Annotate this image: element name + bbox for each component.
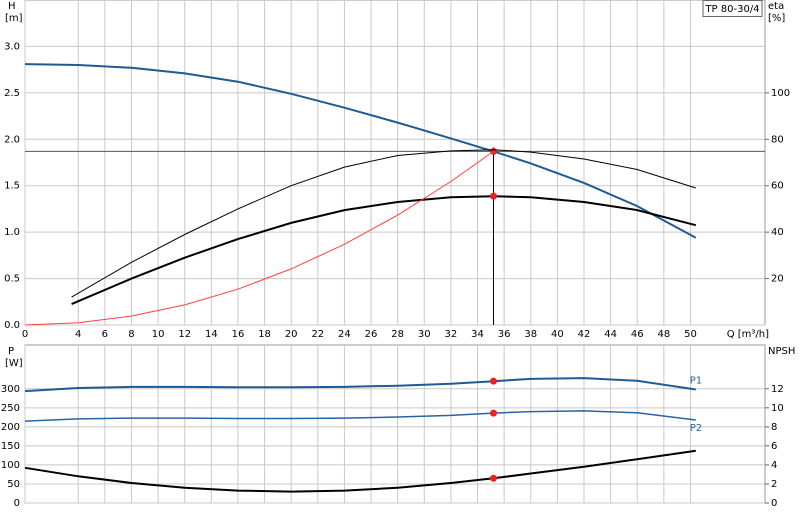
x-tick-label: 42 <box>578 329 591 340</box>
y-tick-label: 50 <box>7 479 20 490</box>
duty-point <box>489 409 497 417</box>
series-label: P1 <box>690 376 702 387</box>
x-tick-label: 44 <box>604 329 617 340</box>
curve <box>24 63 697 239</box>
y2-axis-label: NPSH <box>768 346 795 357</box>
y-tick-label: 1.0 <box>4 227 20 238</box>
y-tick-label: 200 <box>1 422 20 433</box>
x-tick-label: 8 <box>128 329 134 340</box>
y2-tick-label: 4 <box>771 460 777 471</box>
label-box <box>702 0 763 17</box>
x-tick-label: 32 <box>445 329 458 340</box>
x-tick-label: 34 <box>471 329 484 340</box>
curve <box>71 195 697 306</box>
y2-axis-unit: [%] <box>768 13 785 24</box>
x-tick-label: 10 <box>152 329 165 340</box>
y-tick-label: 100 <box>1 460 20 471</box>
y-tick-label: 2.5 <box>4 88 20 99</box>
x-tick-label: 40 <box>551 329 564 340</box>
x-label-bg <box>719 327 769 341</box>
y2-axis-label: eta <box>768 1 784 12</box>
curve <box>24 150 494 326</box>
y2-tick-label: 0 <box>771 498 777 509</box>
x-tick-label: 0 <box>22 329 28 340</box>
x-axis-label: Q [m³/h] <box>727 329 769 340</box>
y-axis-label: H <box>8 1 16 12</box>
x-tick-label: 36 <box>498 329 511 340</box>
x-tick-label: 26 <box>365 329 378 340</box>
label-box-text: TP 80-30/4 <box>704 4 759 15</box>
y2-tick-label: 12 <box>771 384 784 395</box>
x-tick-label: 48 <box>657 329 670 340</box>
y2-tick-label: 100 <box>771 88 790 99</box>
x-tick-label: 38 <box>524 329 537 340</box>
y-tick-label: 300 <box>1 384 20 395</box>
x-tick-label: 28 <box>391 329 404 340</box>
y2-tick-label: 6 <box>771 441 777 452</box>
curve <box>24 449 696 493</box>
duty-point <box>489 377 497 385</box>
x-tick-label: 50 <box>684 329 697 340</box>
x-tick-label: 14 <box>205 329 218 340</box>
curve <box>24 377 696 393</box>
y-tick-label: 150 <box>1 441 20 452</box>
x-tick-label: 16 <box>232 329 245 340</box>
x-tick-label: 30 <box>418 329 431 340</box>
y2-tick-label: 10 <box>771 403 784 414</box>
y2-tick-label: 40 <box>771 227 784 238</box>
duty-point <box>489 192 497 200</box>
y2-tick-label: 8 <box>771 422 777 433</box>
y2-tick-label: 60 <box>771 181 784 192</box>
y-axis-unit: [W] <box>5 358 23 369</box>
plot-area <box>24 0 766 326</box>
y-tick-label: 3.0 <box>4 41 20 52</box>
x-tick-label: 18 <box>258 329 271 340</box>
x-tick-label: 22 <box>311 329 324 340</box>
y-axis-unit: [m] <box>5 13 23 24</box>
y-tick-label: 0 <box>14 498 20 509</box>
x-tick-label: 6 <box>102 329 108 340</box>
x-tick-label: 20 <box>285 329 298 340</box>
x-tick-label: 12 <box>178 329 191 340</box>
duty-point <box>489 147 497 155</box>
y-tick-label: 1.5 <box>4 181 20 192</box>
y2-tick-label: 2 <box>771 479 777 490</box>
curve <box>24 410 696 422</box>
y-tick-label: 0.5 <box>4 274 20 285</box>
x-tick-label: 4 <box>75 329 81 340</box>
curve <box>71 149 696 298</box>
y-tick-label: 250 <box>1 403 20 414</box>
x-tick-label: 24 <box>338 329 351 340</box>
y2-tick-label: 20 <box>771 274 784 285</box>
x-tick-label: 46 <box>631 329 644 340</box>
duty-point <box>489 474 497 482</box>
plot-area <box>24 344 766 504</box>
y-tick-label: 0.0 <box>4 320 20 331</box>
y-tick-label: 2.0 <box>4 134 20 145</box>
y2-tick-label: 80 <box>771 134 784 145</box>
series-label: P2 <box>690 423 702 434</box>
y-axis-label: P <box>8 346 14 357</box>
